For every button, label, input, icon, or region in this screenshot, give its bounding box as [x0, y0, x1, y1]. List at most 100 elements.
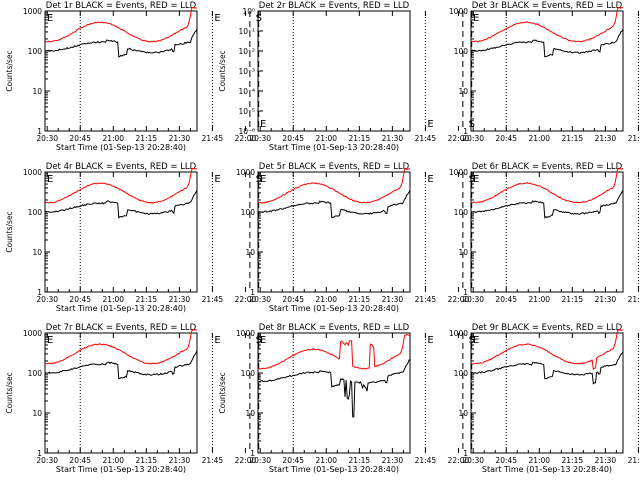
x-tick-label: 22:00 — [448, 134, 470, 143]
y-tick-label: 10⁻² — [238, 47, 255, 56]
x-tick-label: 22:00 — [235, 456, 257, 465]
y-tick-label: 100 — [28, 47, 43, 56]
x-tick-label: 20:45 — [69, 134, 91, 143]
y-tick-label: 1 — [463, 127, 468, 136]
y-tick-label: 1000 — [23, 329, 42, 338]
x-tick-label: 21:30 — [382, 295, 404, 304]
x-tick-label: 21:45 — [202, 295, 224, 304]
series-line-events — [44, 29, 198, 58]
y-tick-label: 100 — [454, 369, 469, 378]
y-tick-label: 10 — [245, 248, 255, 257]
plot-frame — [470, 332, 624, 454]
x-tick-label: 21:00 — [528, 456, 550, 465]
x-tick-label: 21:00 — [315, 295, 337, 304]
detector-panel-8: Det 8r BLACK = Events, RED = LLD 1 10 100 10… — [218, 323, 475, 474]
x-tick-label: 21:15 — [562, 295, 584, 304]
x-tick-label: 21:30 — [382, 456, 404, 465]
x-tick-label: 22:00 — [448, 295, 470, 304]
x-axis-label: Start Time (01-Sep-13 20:28:40) — [269, 143, 399, 152]
x-tick-label: 21:45 — [202, 456, 224, 465]
plot-frame — [257, 332, 411, 454]
y-tick-label: 10 — [32, 248, 42, 257]
series-line-events — [257, 189, 411, 219]
y-tick-label: 1 — [37, 288, 42, 297]
x-tick-label: 21:15 — [136, 295, 158, 304]
x-tick-label: 20:45 — [282, 295, 304, 304]
panel-title: Det 8r BLACK = Events, RED = LLD — [259, 323, 410, 333]
marker-e-start: E — [260, 119, 266, 130]
marker-s: S — [256, 13, 262, 24]
x-tick-label: 20:30 — [462, 295, 484, 304]
x-tick-label: 20:45 — [282, 456, 304, 465]
x-tick-label: 20:45 — [282, 134, 304, 143]
series-line-lld — [44, 167, 197, 204]
marker-s: S — [469, 119, 475, 130]
series-line-lld — [257, 167, 411, 204]
panel-title: Det 5r BLACK = Events, RED = LLD — [259, 162, 410, 172]
y-tick-label: 10 — [32, 409, 42, 418]
y-axis-label: Counts/sec — [218, 50, 227, 91]
marker-s: S — [256, 335, 262, 346]
marker-e-end: E — [214, 335, 220, 346]
x-axis-label: Start Time (01-Sep-13 20:28:40) — [56, 465, 186, 474]
y-axis-label: Counts/sec — [5, 50, 14, 91]
series-line-lld — [470, 167, 624, 204]
x-tick-label: 21:30 — [595, 134, 617, 143]
series-line-lld — [257, 333, 411, 370]
y-tick-label: 10⁻⁶ — [238, 127, 255, 136]
panel-title: Det 1r BLACK = Events, RED = LLD — [46, 1, 197, 11]
x-tick-label: 21:15 — [349, 295, 371, 304]
panel-title: Det 2r BLACK = Events, RED = LLD — [259, 1, 410, 11]
x-tick-label: 21:30 — [595, 456, 617, 465]
detector-panel-2: Det 2r BLACK = Events, RED = LLD 10⁰ 10⁻¹ 1… — [218, 1, 475, 152]
y-axis-label: Counts/sec — [218, 372, 227, 413]
y-tick-label: 10 — [458, 87, 468, 96]
marker-e-start: E — [473, 13, 479, 24]
y-tick-label: 100 — [454, 47, 469, 56]
series-line-events — [470, 189, 624, 219]
panel-title: Det 7r BLACK = Events, RED = LLD — [46, 323, 197, 333]
plot-frame — [257, 171, 411, 293]
y-tick-label: 10 — [458, 248, 468, 257]
x-axis-label: Start Time (01-Sep-13 20:28:40) — [482, 465, 612, 474]
marker-e-start: E — [473, 335, 479, 346]
marker-s: S — [469, 335, 475, 346]
series-line-events — [44, 189, 198, 219]
x-tick-label: 20:30 — [36, 134, 58, 143]
x-tick-label: 21:30 — [169, 295, 191, 304]
x-axis-label: Start Time (01-Sep-13 20:28:40) — [56, 304, 186, 313]
y-tick-label: 1000 — [449, 329, 468, 338]
y-axis-label: Counts/sec — [5, 211, 14, 252]
x-tick-label: 21:45 — [415, 295, 437, 304]
y-tick-label: 100 — [454, 208, 469, 217]
x-tick-label: 22:00 — [235, 134, 257, 143]
y-tick-label: 1 — [463, 288, 468, 297]
y-tick-label: 10⁻⁵ — [238, 107, 255, 116]
marker-e-end: E — [427, 335, 433, 346]
detector-panel-7: Det 7r BLACK = Events, RED = LLD 1 10 100 10… — [5, 323, 262, 474]
panel-title: Det 4r BLACK = Events, RED = LLD — [46, 162, 197, 172]
panel-title: Det 3r BLACK = Events, RED = LLD — [472, 1, 623, 11]
y-tick-label: 1000 — [236, 329, 255, 338]
x-tick-label: 21:30 — [169, 134, 191, 143]
marker-s: S — [256, 174, 262, 185]
series-line-events — [470, 351, 624, 385]
x-tick-label: 20:30 — [249, 134, 271, 143]
y-tick-label: 1 — [37, 449, 42, 458]
marker-s: S — [469, 174, 475, 185]
x-tick-label: 21:45 — [415, 456, 437, 465]
marker-e-start: E — [47, 335, 53, 346]
y-tick-label: 10⁻¹ — [238, 27, 255, 36]
series-line-lld — [470, 329, 624, 370]
y-tick-label: 1 — [250, 449, 255, 458]
x-tick-label: 21:00 — [102, 134, 124, 143]
x-tick-label: 20:45 — [495, 134, 517, 143]
marker-e-end: E — [427, 174, 433, 185]
x-tick-label: 21:15 — [562, 134, 584, 143]
x-tick-label: 21:45 — [415, 134, 437, 143]
detector-panel-5: Det 5r BLACK = Events, RED = LLD 1 10 100 10… — [236, 162, 475, 313]
y-tick-label: 1000 — [23, 7, 42, 16]
y-tick-label: 1000 — [23, 168, 42, 177]
x-tick-label: 21:00 — [102, 295, 124, 304]
